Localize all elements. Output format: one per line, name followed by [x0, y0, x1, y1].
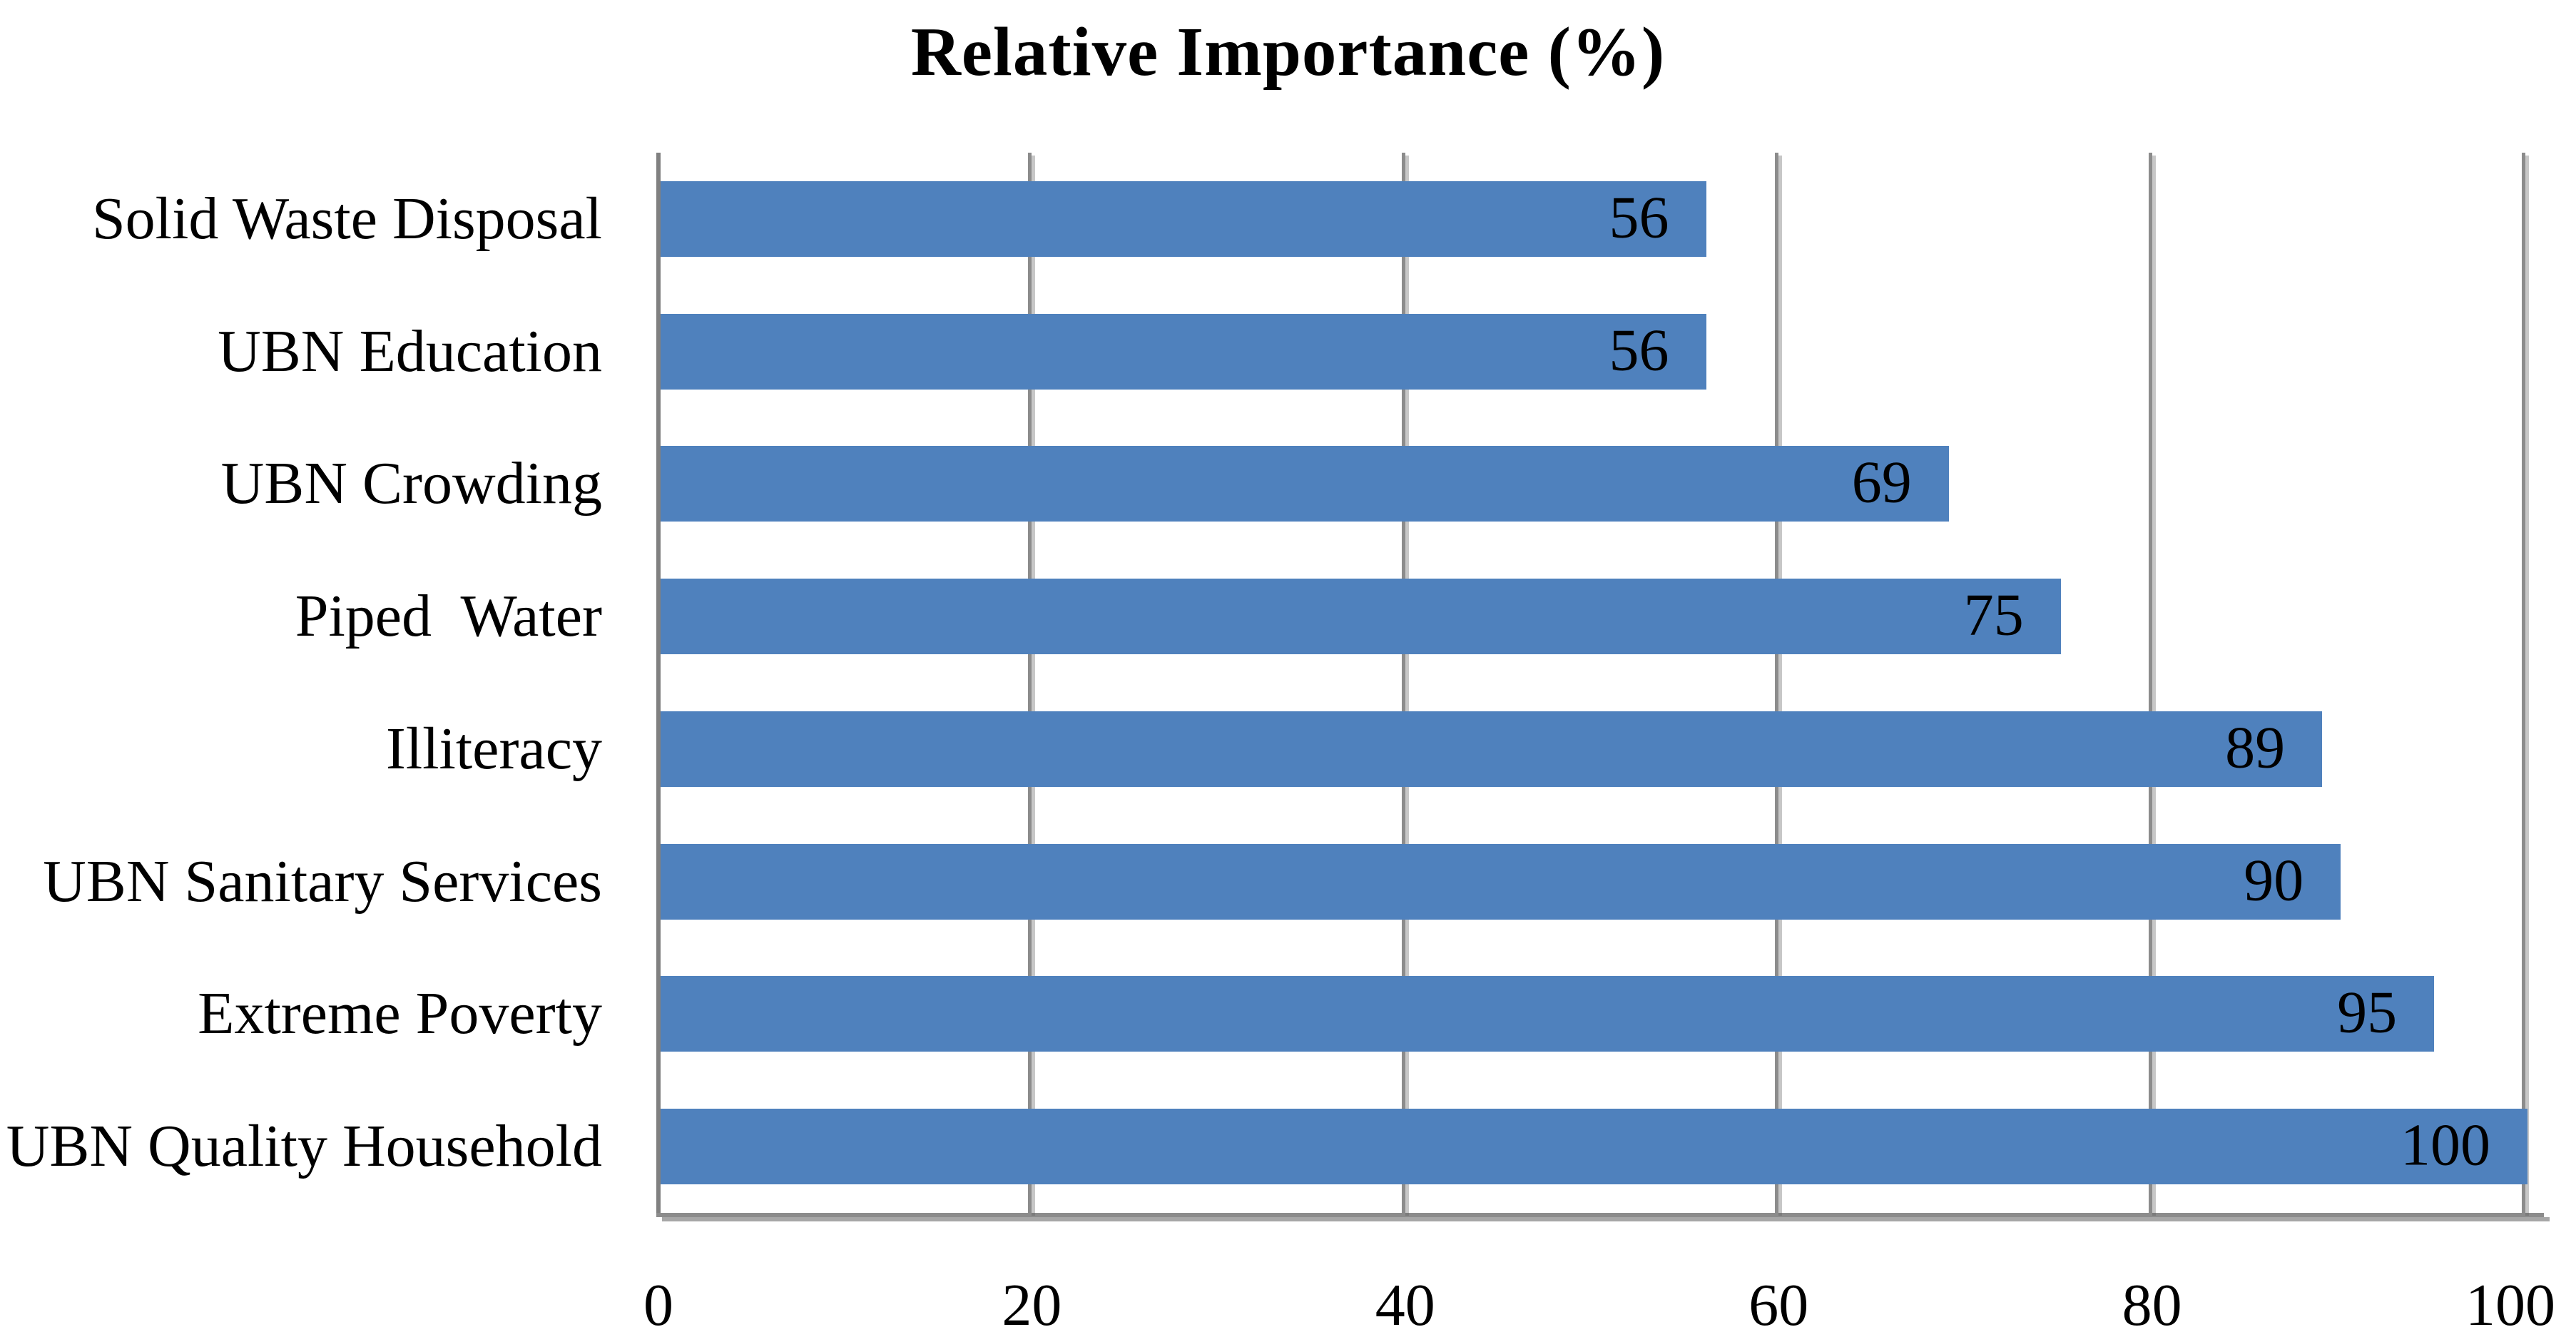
x-axis-line — [656, 1213, 2544, 1217]
x-tick-label-20: 20 — [1002, 1272, 1062, 1337]
x-tick-label-0: 0 — [643, 1272, 673, 1337]
plot-area: 56 56 69 75 89 90 95 100 — [661, 153, 2527, 1213]
bar-6: 95 — [661, 976, 2435, 1052]
gridline-x-100 — [2522, 153, 2525, 1213]
x-tick-label-60: 60 — [1748, 1272, 1809, 1337]
gridline-x-60 — [1775, 153, 1779, 1213]
y-axis-line — [656, 153, 661, 1217]
category-label-6: Extreme Poverty — [198, 980, 602, 1047]
bar-0: 56 — [661, 181, 1706, 257]
bar-value-label: 56 — [1609, 184, 1669, 251]
x-tick-label-80: 80 — [2122, 1272, 2182, 1337]
category-label-3: Piped Water — [295, 582, 602, 649]
category-label-7: UBN Quality Household — [6, 1112, 602, 1179]
x-tick-label-40: 40 — [1375, 1272, 1435, 1337]
bar-7: 100 — [661, 1109, 2527, 1185]
bar-3: 75 — [661, 579, 2061, 655]
bar-5: 90 — [661, 843, 2341, 920]
gridline-x-40 — [1401, 153, 1405, 1213]
gridline-x-80 — [2148, 153, 2152, 1213]
category-label-2: UBN Crowding — [220, 450, 602, 517]
bar-2: 69 — [661, 446, 1949, 522]
bar-value-label: 69 — [1851, 449, 1912, 516]
x-tick-label-100: 100 — [2465, 1272, 2555, 1337]
chart-title: Relative Importance (%) — [910, 14, 1666, 90]
bar-value-label: 95 — [2337, 979, 2398, 1046]
bar-1: 56 — [661, 313, 1706, 390]
gridline-x-20 — [1028, 153, 1032, 1213]
category-label-5: UBN Sanitary Services — [43, 848, 602, 915]
bar-value-label: 75 — [1963, 581, 2024, 649]
bar-value-label: 100 — [2401, 1112, 2490, 1179]
category-label-1: UBN Education — [218, 317, 602, 385]
category-label-4: Illiteracy — [385, 715, 602, 782]
category-label-0: Solid Waste Disposal — [91, 185, 602, 252]
bar-value-label: 90 — [2244, 846, 2304, 913]
bar-4: 89 — [661, 711, 2323, 787]
bar-value-label: 56 — [1609, 316, 1669, 383]
bar-value-label: 89 — [2225, 714, 2286, 781]
